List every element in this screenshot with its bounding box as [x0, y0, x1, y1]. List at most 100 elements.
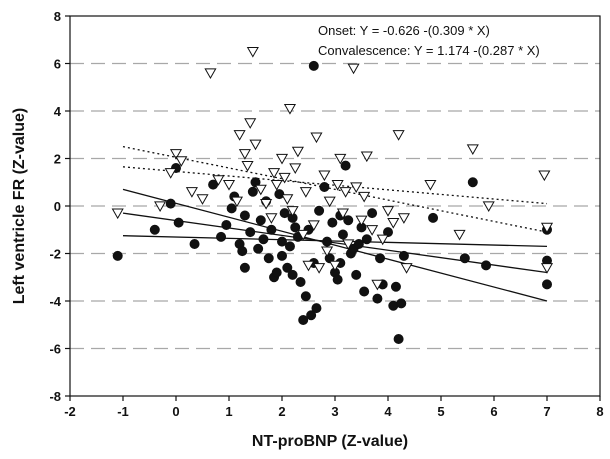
onset-equation: Onset: Y = -0.626 -(0.309 * X) [318, 23, 490, 38]
y-tick-label: 0 [54, 199, 61, 214]
data-point-triangle [376, 234, 389, 246]
data-point-triangle [233, 130, 246, 141]
data-point-circle [282, 262, 293, 273]
data-point-triangle [291, 146, 304, 158]
y-tick-label: -8 [49, 389, 61, 404]
y-tick-label: -4 [49, 294, 61, 309]
data-point-triangle [371, 279, 384, 291]
data-point-triangle [260, 198, 273, 210]
data-point-triangle [254, 184, 267, 196]
data-point-triangle [358, 191, 371, 203]
data-point-circle [245, 227, 256, 238]
regression-line-solid [122, 188, 548, 302]
x-axis-label: NT-proBNP (Z-value) [252, 433, 408, 450]
data-point-circle [467, 177, 478, 188]
data-point-circle [481, 260, 492, 271]
data-point-circle [189, 238, 200, 249]
data-point-triangle [249, 139, 262, 151]
data-point-triangle [246, 46, 259, 58]
data-point-triangle [185, 187, 198, 198]
data-point-triangle [230, 196, 244, 208]
data-point-circle [250, 177, 261, 188]
data-point-circle [319, 181, 330, 192]
data-point-circle [255, 215, 266, 226]
data-point-circle [276, 236, 287, 247]
x-tick-label: 1 [225, 404, 232, 419]
data-point-circle [300, 291, 311, 302]
data-point-circle [149, 224, 160, 235]
data-point-triangle [392, 130, 405, 141]
data-point-circle [306, 310, 317, 321]
data-point-circle [295, 276, 306, 287]
x-tick-label: 2 [278, 404, 285, 419]
data-point-triangle [342, 239, 355, 250]
data-point-circle [343, 215, 354, 226]
data-point-circle [311, 303, 322, 314]
data-point-triangle [299, 187, 312, 198]
data-point-circle [284, 241, 295, 252]
data-point-circle [308, 60, 319, 71]
x-tick-label: 3 [331, 404, 338, 419]
data-point-triangle [366, 225, 379, 236]
data-point-triangle [334, 153, 347, 165]
data-point-circle [332, 274, 343, 285]
data-point-circle [542, 279, 553, 290]
data-point-triangle [302, 260, 315, 272]
data-point-circle [274, 189, 285, 200]
data-point-triangle [212, 175, 225, 186]
data-point-circle [340, 160, 351, 171]
data-point-circle [428, 212, 439, 223]
data-point-triangle [320, 246, 334, 258]
regression-lines [122, 145, 548, 302]
data-point-triangle [313, 263, 326, 274]
data-point-triangle [241, 160, 254, 172]
data-point-triangle [538, 170, 551, 182]
data-point-triangle [331, 179, 344, 191]
y-tick-label: -2 [49, 247, 61, 262]
data-point-circle [258, 234, 269, 245]
data-point-triangle [154, 201, 167, 212]
data-point-circle [314, 205, 325, 216]
data-point-circle [459, 253, 470, 264]
data-point-triangle [453, 229, 466, 241]
data-point-circle [361, 234, 372, 245]
data-point-circle [393, 333, 404, 344]
data-point-circle [398, 250, 409, 261]
data-point-triangle [289, 163, 302, 174]
x-tick-label: 4 [384, 404, 392, 419]
data-point-triangle [466, 144, 479, 155]
data-point-triangle [204, 68, 217, 79]
data-point-circle [239, 262, 250, 273]
data-point-triangle [540, 222, 554, 234]
x-tick-label: -1 [117, 404, 129, 419]
data-point-triangle [244, 118, 257, 129]
data-point-circle [327, 217, 338, 228]
y-axis-ticks: 8 6 4 2 0 -2 -4 -6 -8 [49, 9, 70, 404]
data-point-circle [298, 314, 309, 325]
data-point-triangle [318, 170, 331, 182]
data-point-circle [253, 243, 264, 254]
data-point-circle [247, 186, 258, 197]
data-point-circle [279, 208, 290, 219]
data-point-triangle [175, 156, 188, 167]
data-point-circle [221, 219, 232, 230]
data-point-triangle [169, 149, 183, 160]
data-point-triangle [297, 229, 310, 241]
y-tick-label: -6 [49, 342, 61, 357]
data-point-circle [375, 253, 386, 264]
data-points [111, 46, 554, 344]
y-tick-label: 8 [54, 9, 61, 24]
y-axis-label: Left ventricle FR (Z-value) [11, 108, 28, 304]
x-tick-label: 8 [596, 404, 603, 419]
data-point-triangle [540, 263, 554, 274]
data-point-triangle [350, 182, 363, 193]
data-point-circle [390, 281, 401, 292]
data-point-triangle [360, 151, 373, 163]
data-point-circle [396, 298, 407, 309]
y-tick-label: 2 [54, 152, 61, 167]
data-point-circle [322, 236, 333, 247]
data-point-triangle [286, 206, 299, 217]
data-point-circle [165, 198, 176, 209]
data-point-triangle [355, 215, 368, 227]
